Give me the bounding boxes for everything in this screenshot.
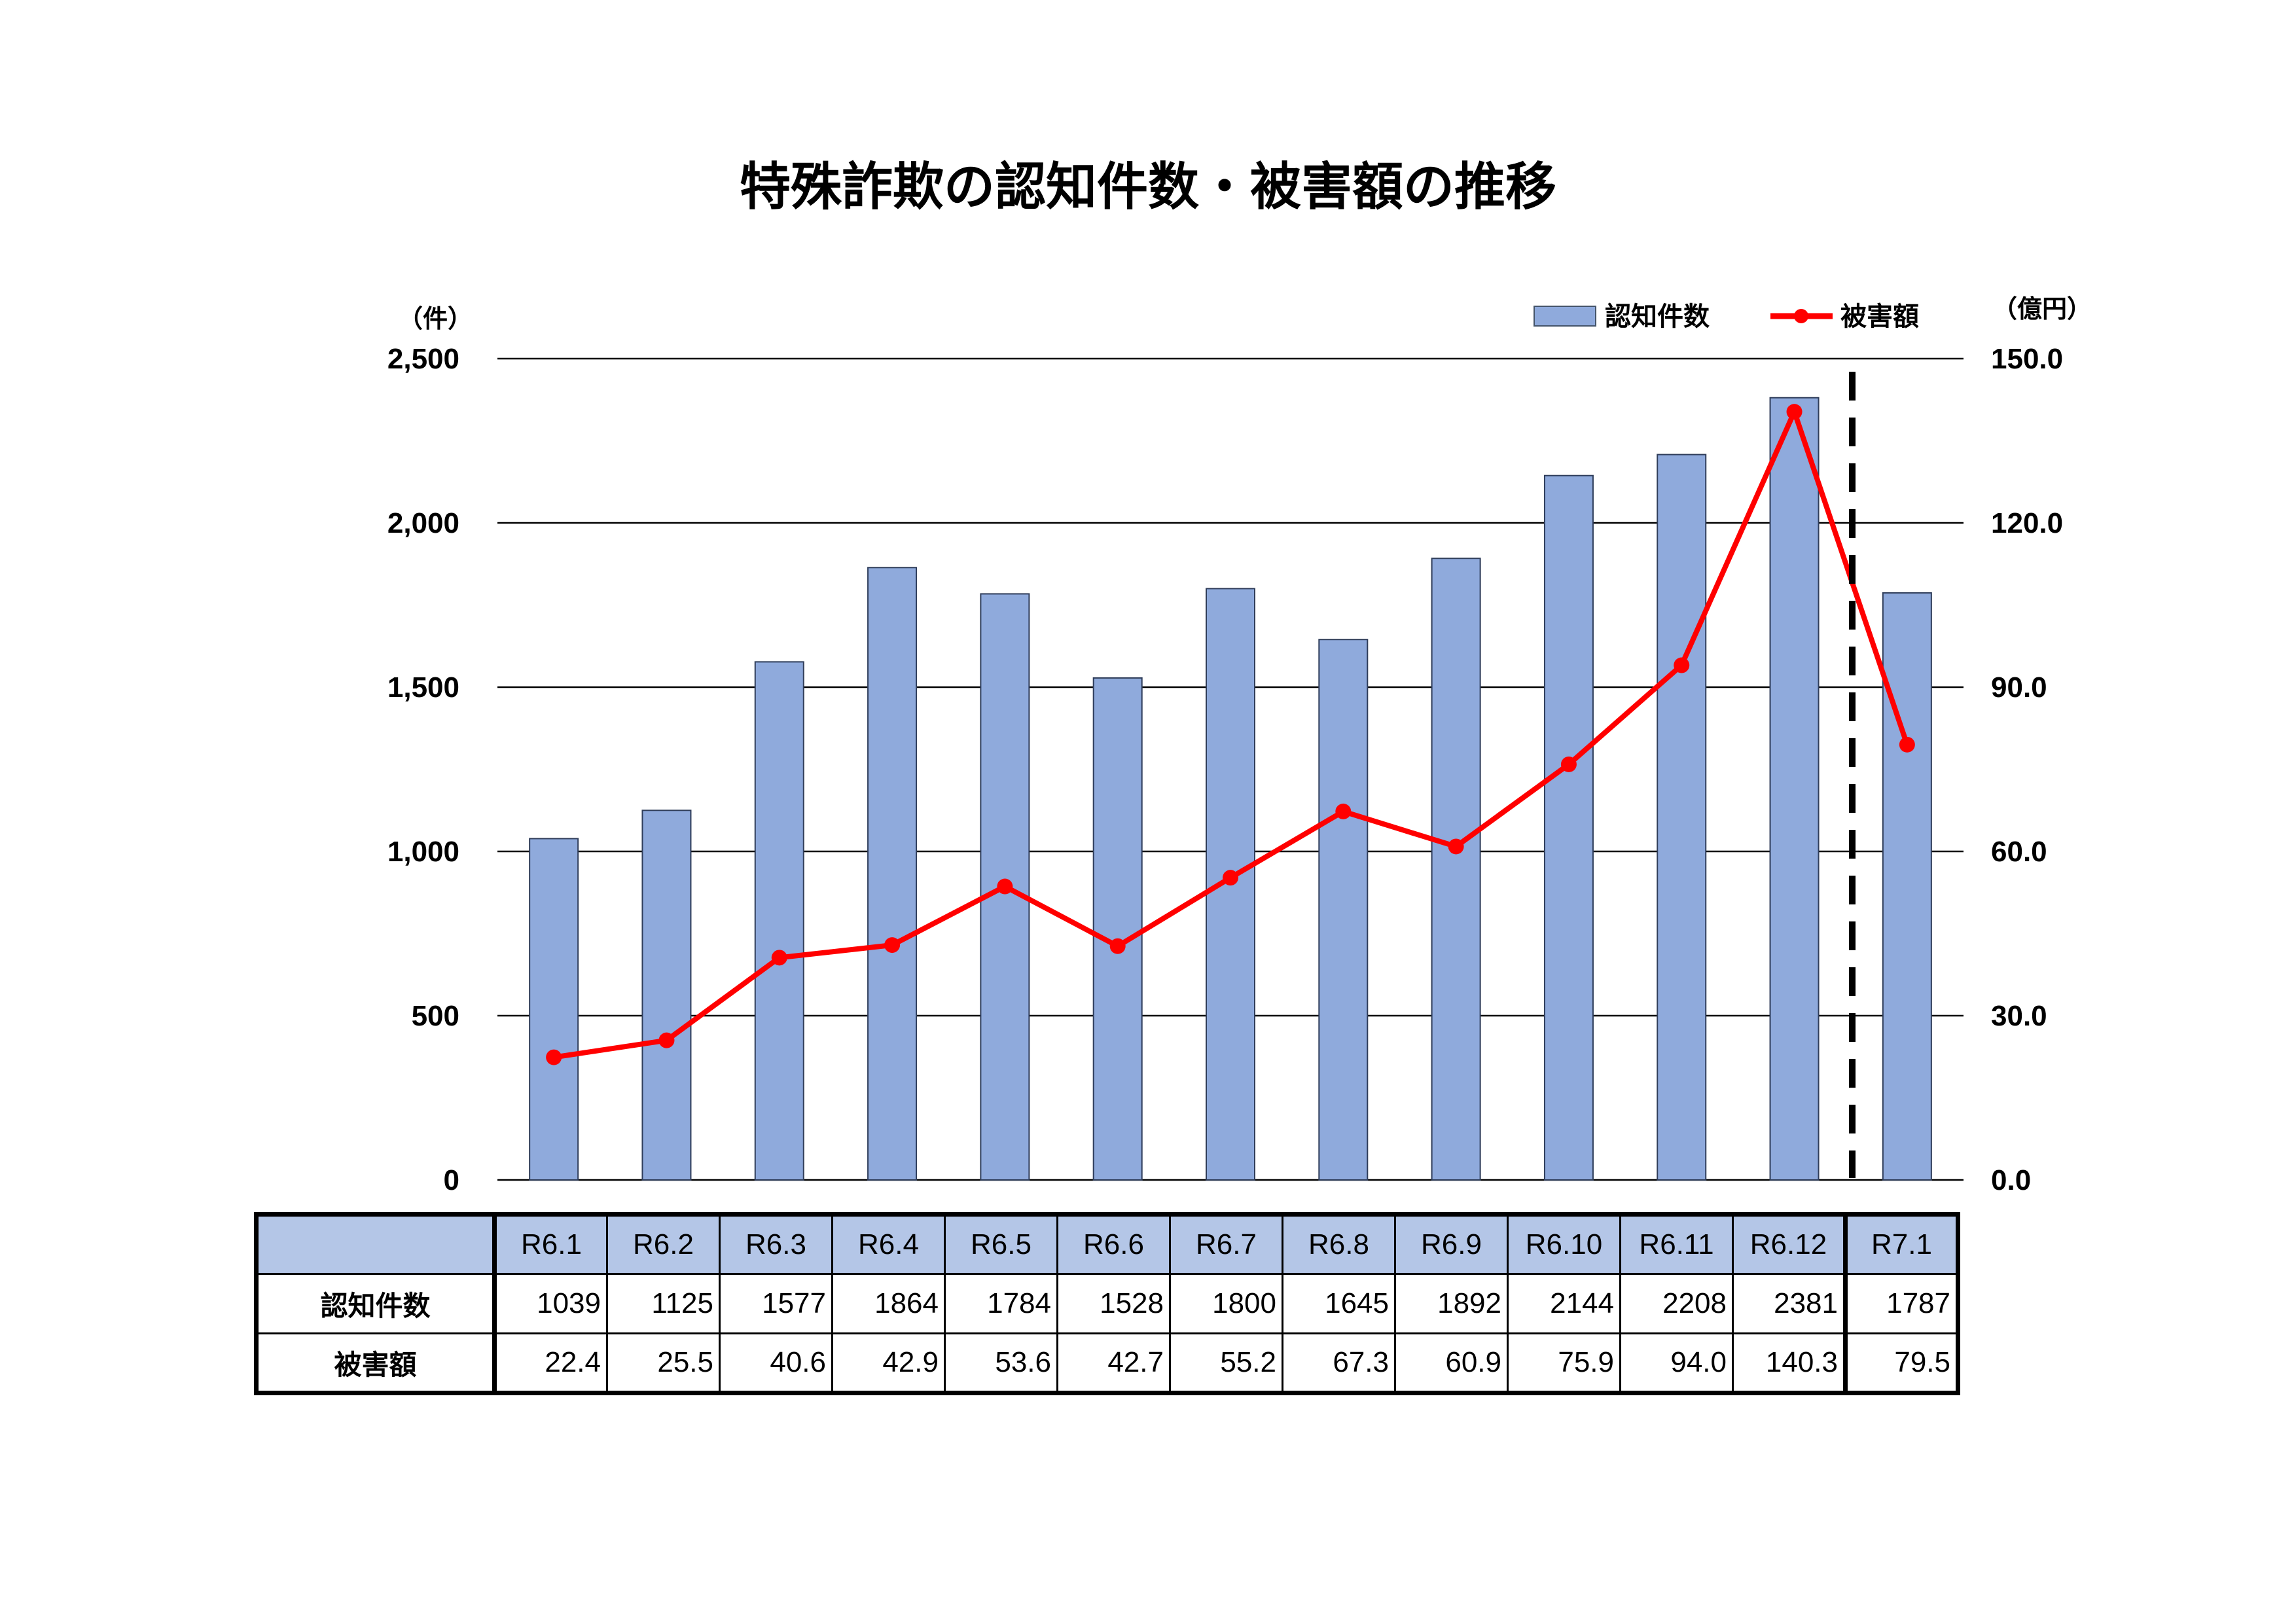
table-header-cell: R7.1 [1843, 1212, 1960, 1275]
right-axis-tick-label: 0.0 [1991, 1164, 2031, 1196]
table-header-cell: R6.9 [1394, 1212, 1509, 1275]
right-axis-tick-label: 120.0 [1991, 507, 2063, 539]
damage-point-R6.8 [1335, 803, 1352, 819]
table-row: 認知件数 1039 1125 1577 1864 1784 1528 1800 1645 1892… [254, 1273, 1960, 1334]
legend: 認知件数 被害額 [1534, 302, 1919, 332]
bar-R6.6 [1092, 677, 1143, 1181]
bar-series [529, 397, 1932, 1181]
table-count-cell: 2144 [1507, 1273, 1621, 1334]
axis-tick-labels: 0 0.0 500 30.0 1,000 60.0 1,500 90.0 2,000 120.0 2… [387, 343, 2063, 1196]
table-header-cell: R6.1 [492, 1212, 608, 1275]
right-axis-tick-label: 60.0 [1991, 836, 2047, 868]
damage-point-R6.7 [1223, 870, 1238, 886]
table-count-cell: 1645 [1282, 1273, 1396, 1334]
table-count-cell: 1864 [831, 1273, 946, 1334]
table-damage-cell: 67.3 [1282, 1332, 1396, 1395]
table-header-cell: R6.5 [944, 1212, 1058, 1275]
table-damage-cell: 40.6 [719, 1332, 833, 1395]
table-header-cell: R6.12 [1732, 1212, 1846, 1275]
bar-R6.3 [754, 661, 804, 1181]
table-damage-cell: 75.9 [1507, 1332, 1621, 1395]
table-row-label-count: 認知件数 [254, 1273, 495, 1334]
bar-R6.4 [867, 567, 918, 1181]
damage-point-R6.10 [1560, 756, 1577, 772]
table-header-cell: R6.7 [1169, 1212, 1283, 1275]
legend-line-marker [1794, 309, 1808, 323]
right-axis-tick-label: 90.0 [1991, 671, 2047, 704]
table-count-cell: 2381 [1732, 1273, 1846, 1334]
table-damage-cell: 140.3 [1732, 1332, 1846, 1395]
table-count-cell: 1892 [1394, 1273, 1509, 1334]
table-count-cell: 1787 [1843, 1273, 1960, 1334]
table-header-cell: R6.3 [719, 1212, 833, 1275]
table-row-label-damage: 被害額 [254, 1332, 495, 1395]
legend-bar-swatch [1534, 306, 1596, 327]
bar-R6.1 [529, 838, 579, 1181]
right-axis-unit: （億円） [1992, 294, 2092, 323]
table-row: 被害額 22.4 25.5 40.6 42.9 53.6 42.7 55.2 67.3 60.9 7… [254, 1332, 1960, 1395]
bar-R6.2 [641, 810, 692, 1181]
legend-label-count: 認知件数 [1605, 302, 1710, 332]
right-axis-tick-label: 150.0 [1991, 343, 2063, 375]
table-damage-cell: 60.9 [1394, 1332, 1509, 1395]
damage-point-R7.1 [1899, 736, 1915, 753]
damage-point-R6.3 [771, 950, 787, 966]
table-header-cell: R6.11 [1619, 1212, 1734, 1275]
bar-R6.9 [1431, 558, 1481, 1181]
table-damage-cell: 42.7 [1056, 1332, 1171, 1395]
table-damage-cell: 42.9 [831, 1332, 946, 1395]
line-series [546, 404, 1915, 1065]
table-damage-cell: 94.0 [1619, 1332, 1734, 1395]
left-axis-tick-label: 500 [412, 1000, 459, 1032]
chart-title: 特殊詐欺の認知件数・被害額の推移 [740, 158, 1556, 217]
table-damage-cell: 79.5 [1843, 1332, 1960, 1395]
bar-R6.10 [1543, 474, 1594, 1181]
bar-R6.11 [1657, 454, 1707, 1181]
left-axis-tick-label: 1,000 [387, 836, 459, 868]
table-damage-cell: 53.6 [944, 1332, 1058, 1395]
table-header-cell: R6.4 [831, 1212, 946, 1275]
damage-point-R6.12 [1786, 404, 1803, 420]
table-count-cell: 1800 [1169, 1273, 1283, 1334]
damage-point-R6.4 [884, 937, 901, 954]
table-count-cell: 1528 [1056, 1273, 1171, 1334]
table-header-cell: R6.8 [1282, 1212, 1396, 1275]
table-damage-cell: 25.5 [606, 1332, 721, 1395]
table-row: R6.1 R6.2 R6.3 R6.4 R6.5 R6.6 R6.7 R6.8 R6.9 R6.1… [254, 1212, 1960, 1275]
damage-point-R6.2 [658, 1032, 675, 1048]
left-axis-tick-label: 2,500 [387, 343, 459, 375]
bar-R6.8 [1318, 639, 1369, 1181]
damage-point-R6.6 [1109, 938, 1126, 954]
table-count-cell: 1125 [606, 1273, 721, 1334]
left-axis-tick-label: 2,000 [387, 507, 459, 539]
table-count-cell: 1039 [492, 1273, 608, 1334]
bar-R6.12 [1769, 397, 1820, 1181]
table-count-cell: 2208 [1619, 1273, 1734, 1334]
legend-label-damage: 被害額 [1840, 302, 1919, 332]
damage-point-R6.9 [1448, 838, 1464, 855]
data-table: R6.1 R6.2 R6.3 R6.4 R6.5 R6.6 R6.7 R6.8 R6.9 R6.1… [254, 1212, 1960, 1395]
table-header-cell: R6.2 [606, 1212, 721, 1275]
right-axis-tick-label: 30.0 [1991, 1000, 2047, 1032]
left-axis-tick-label: 0 [444, 1164, 459, 1196]
table-damage-cell: 22.4 [492, 1332, 608, 1395]
table-damage-cell: 55.2 [1169, 1332, 1283, 1395]
left-axis-tick-label: 1,500 [387, 671, 459, 704]
table-header-cell: R6.10 [1507, 1212, 1621, 1275]
damage-point-R6.5 [997, 878, 1013, 895]
table-count-cell: 1577 [719, 1273, 833, 1334]
damage-point-R6.1 [546, 1049, 562, 1065]
bar-R7.1 [1882, 592, 1932, 1181]
table-header-cell: R6.6 [1056, 1212, 1171, 1275]
left-axis-unit: （件） [398, 304, 473, 333]
table-count-cell: 1784 [944, 1273, 1058, 1334]
damage-point-R6.11 [1674, 657, 1690, 673]
table-corner-cell [254, 1212, 495, 1275]
